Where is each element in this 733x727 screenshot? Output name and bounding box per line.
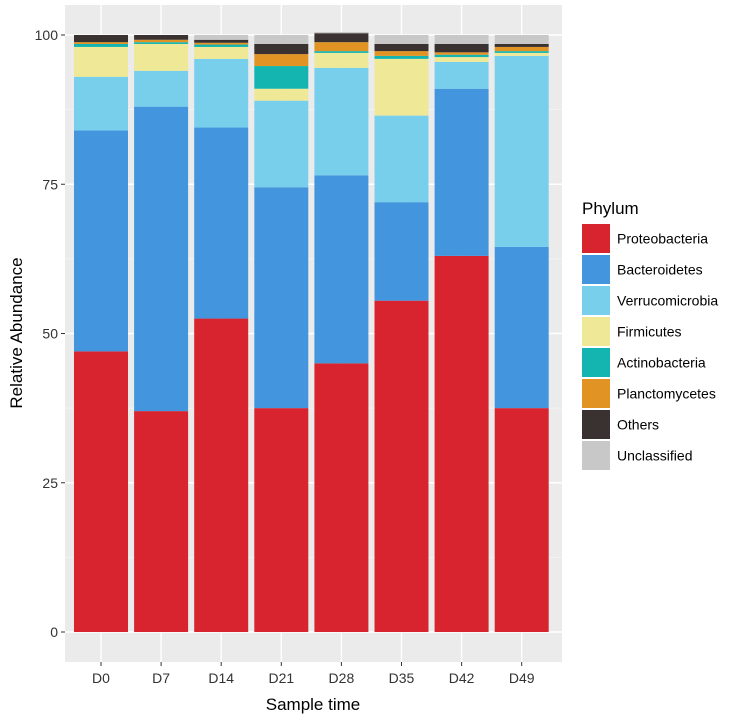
bar-segment-bacteroidetes-d14 <box>194 127 249 319</box>
legend-label-others: Others <box>617 417 659 433</box>
bar-segment-bacteroidetes-d21 <box>254 187 309 409</box>
bar-segment-verrucomicrobia-d35 <box>374 115 429 203</box>
bar-segment-bacteroidetes-d0 <box>74 130 128 352</box>
x-axis-title: Sample time <box>266 695 360 714</box>
bar-segment-others-d49 <box>494 43 549 47</box>
x-tick-label: D7 <box>152 670 170 686</box>
legend-title: Phylum <box>582 199 639 218</box>
bar-segment-verrucomicrobia-d7 <box>134 70 189 107</box>
bar-segment-verrucomicrobia-d49 <box>494 55 549 247</box>
bar-segment-planctomycetes-d14 <box>194 42 249 45</box>
bar-segment-firmicutes-d49 <box>494 52 549 56</box>
bar-segment-firmicutes-d0 <box>74 46 128 77</box>
bar-segment-others-d7 <box>134 35 189 40</box>
bar-segment-verrucomicrobia-d28 <box>314 67 369 176</box>
bar-segment-firmicutes-d14 <box>194 46 249 59</box>
bar-segment-proteobacteria-d35 <box>374 300 429 632</box>
bar-segment-proteobacteria-d7 <box>134 411 189 632</box>
bar-segment-others-d35 <box>374 43 429 52</box>
bar-segment-firmicutes-d35 <box>374 58 429 116</box>
y-tick-label: 50 <box>42 326 58 342</box>
bar-segment-actinobacteria-d42 <box>434 54 489 58</box>
bar-segment-planctomycetes-d7 <box>134 39 189 43</box>
x-tick-label: D28 <box>329 670 355 686</box>
bar-segment-proteobacteria-d21 <box>254 408 309 632</box>
bar-segment-unclassified-d49 <box>494 35 549 44</box>
bar-segment-bacteroidetes-d42 <box>434 88 489 256</box>
bar-segment-unclassified-d21 <box>254 35 309 44</box>
bar-segment-firmicutes-d21 <box>254 88 309 101</box>
bar-segment-actinobacteria-d28 <box>314 51 369 53</box>
y-tick-label: 100 <box>35 27 59 43</box>
bar-segment-actinobacteria-d35 <box>374 55 429 59</box>
y-tick-label: 25 <box>42 475 58 491</box>
bar-segment-unclassified-d28 <box>314 32 369 34</box>
bar-segment-actinobacteria-d0 <box>74 43 128 47</box>
bar-segment-planctomycetes-d21 <box>254 54 309 67</box>
legend-label-unclassified: Unclassified <box>617 448 692 464</box>
y-axis-title: Relative Abundance <box>7 257 26 408</box>
legend-label-planctomycetes: Planctomycetes <box>617 386 716 402</box>
bar-segment-actinobacteria-d14 <box>194 44 249 47</box>
legend-key-actinobacteria <box>582 348 610 377</box>
bars <box>74 32 549 632</box>
bar-segment-verrucomicrobia-d14 <box>194 58 249 128</box>
bar-segment-firmicutes-d42 <box>434 57 489 62</box>
x-tick-label: D21 <box>268 670 294 686</box>
x-tick-label: D49 <box>509 670 535 686</box>
bar-segment-proteobacteria-d14 <box>194 318 249 632</box>
bar-segment-planctomycetes-d28 <box>314 42 369 52</box>
y-axis: 0 25 50 75 100 <box>35 27 65 640</box>
bar-segment-planctomycetes-d49 <box>494 46 549 52</box>
bar-segment-verrucomicrobia-d42 <box>434 61 489 89</box>
legend-key-bacteroidetes <box>582 255 610 284</box>
bar-segment-planctomycetes-d35 <box>374 51 429 56</box>
legend-key-firmicutes <box>582 317 610 346</box>
bar-segment-verrucomicrobia-d21 <box>254 100 309 188</box>
legend-key-proteobacteria <box>582 224 610 253</box>
legend-label-actinobacteria: Actinobacteria <box>617 355 706 371</box>
bar-segment-proteobacteria-d0 <box>74 351 128 632</box>
legend-label-bacteroidetes: Bacteroidetes <box>617 262 703 278</box>
bar-segment-proteobacteria-d28 <box>314 363 369 632</box>
bar-segment-bacteroidetes-d7 <box>134 106 189 412</box>
bar-segment-actinobacteria-d49 <box>494 51 549 53</box>
legend-label-verrucomicrobia: Verrucomicrobia <box>617 293 718 309</box>
bar-segment-actinobacteria-d21 <box>254 66 309 89</box>
bar-segment-unclassified-d14 <box>194 35 249 40</box>
bar-segment-verrucomicrobia-d0 <box>74 76 128 131</box>
bar-segment-planctomycetes-d42 <box>434 52 489 55</box>
x-tick-label: D14 <box>208 670 234 686</box>
bar-segment-bacteroidetes-d49 <box>494 246 549 409</box>
legend-key-planctomycetes <box>582 379 610 408</box>
legend-key-unclassified <box>582 441 610 470</box>
bar-segment-proteobacteria-d49 <box>494 408 549 632</box>
legend-label-firmicutes: Firmicutes <box>617 324 682 340</box>
bar-segment-unclassified-d42 <box>434 35 489 44</box>
legend: Phylum Proteobacteria Bacteroidetes Verruc… <box>582 199 718 470</box>
x-tick-label: D0 <box>92 670 110 686</box>
bar-segment-others-d0 <box>74 35 128 43</box>
bar-segment-others-d14 <box>194 39 249 43</box>
bar-segment-bacteroidetes-d35 <box>374 202 429 301</box>
bar-segment-proteobacteria-d42 <box>434 255 489 632</box>
bar-segment-bacteroidetes-d28 <box>314 175 369 364</box>
bar-segment-firmicutes-d7 <box>134 43 189 71</box>
y-tick-label: 0 <box>50 624 58 640</box>
legend-key-verrucomicrobia <box>582 286 610 315</box>
bar-segment-actinobacteria-d7 <box>134 42 189 44</box>
legend-key-others <box>582 410 610 439</box>
x-tick-label: D42 <box>449 670 475 686</box>
bar-segment-firmicutes-d28 <box>314 52 369 68</box>
bar-segment-planctomycetes-d0 <box>74 42 128 44</box>
bar-segment-others-d21 <box>254 43 309 55</box>
bar-segment-others-d28 <box>314 33 369 43</box>
bar-segment-unclassified-d35 <box>374 35 429 44</box>
bar-segment-others-d42 <box>434 43 489 53</box>
x-axis: D0 D7 D14 D21 D28 D35 D42 D49 <box>92 662 535 686</box>
y-tick-label: 75 <box>42 176 58 192</box>
x-tick-label: D35 <box>389 670 415 686</box>
legend-label-proteobacteria: Proteobacteria <box>617 231 708 247</box>
